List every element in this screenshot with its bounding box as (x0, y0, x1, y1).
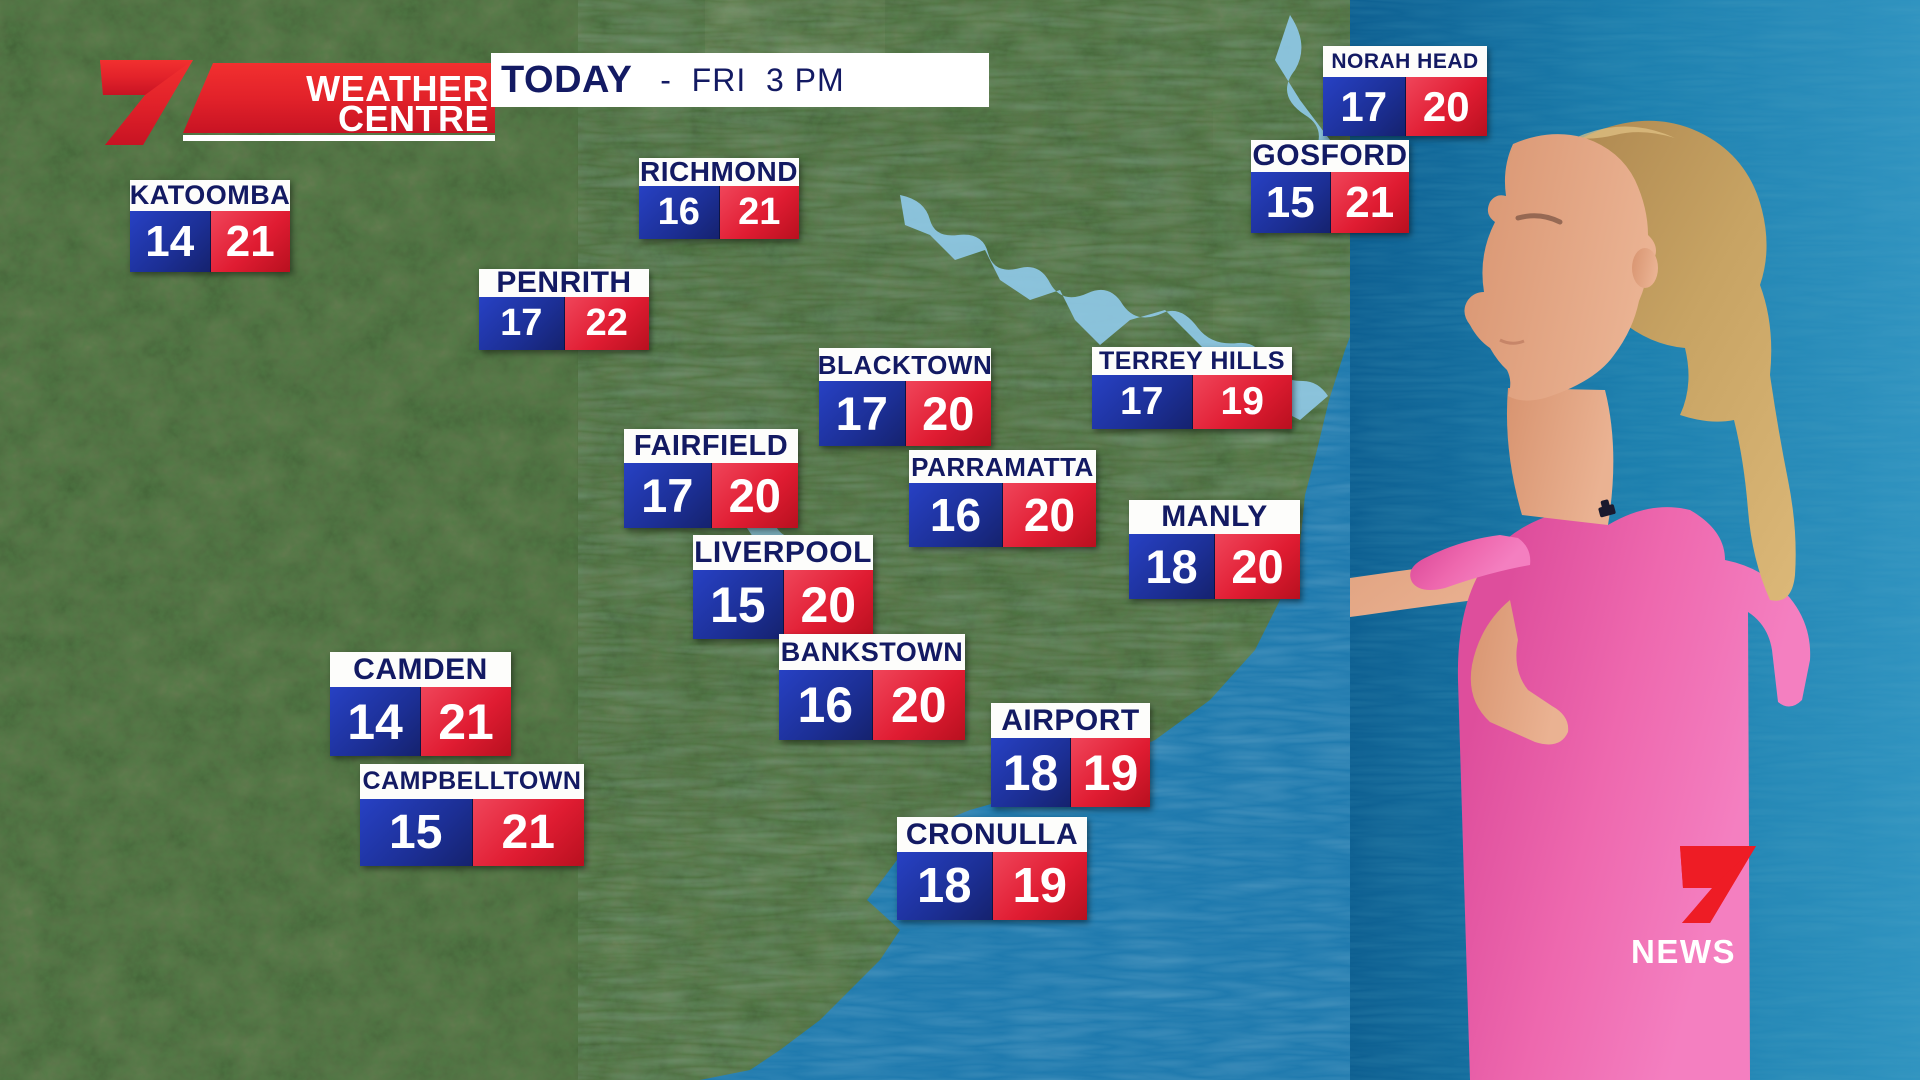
svg-text:NEWS: NEWS (1631, 933, 1736, 970)
svg-text:CENTRE: CENTRE (338, 98, 489, 139)
